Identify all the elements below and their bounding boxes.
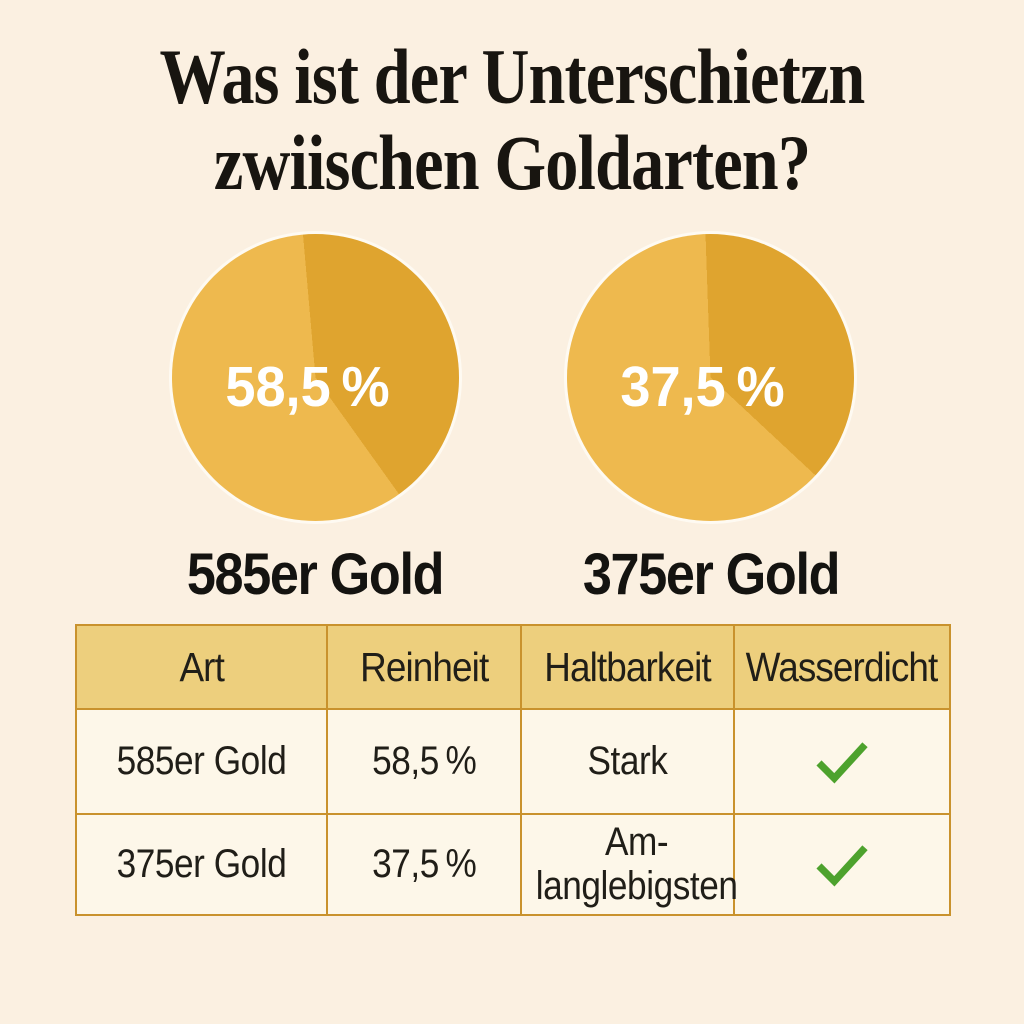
- pie-label-375er-gold: 375er Gold: [582, 542, 841, 607]
- pie-chart-585er-gold: 58,5 %: [172, 234, 459, 521]
- table-row-375er-gold: 375er Gold 37,5 % Am- langlebigsten: [75, 813, 951, 916]
- pie-center-value-585: 58,5 %: [225, 354, 390, 419]
- column-header-haltbarkeit: Haltbarkeit: [520, 624, 735, 710]
- cell-wasserdicht-585: [733, 708, 951, 815]
- gold-comparison-table: Art Reinheit Haltbarkeit Wasserdicht 585…: [75, 624, 951, 916]
- title-line-1: Was ist der Unterschietzn: [159, 33, 866, 120]
- column-header-reinheit: Reinheit: [326, 624, 522, 710]
- pie-center-value-375: 37,5 %: [620, 354, 785, 419]
- table-row-585er-gold: 585er Gold 58,5 % Stark: [75, 708, 951, 815]
- cell-haltbarkeit-585: Stark: [520, 708, 735, 815]
- cell-wasserdicht-375: [733, 813, 951, 916]
- checkmark-icon: [816, 742, 868, 784]
- pie-label-585er-gold: 585er Gold: [186, 542, 445, 607]
- checkmark-icon: [816, 845, 868, 887]
- cell-reinheit-375: 37,5 %: [326, 813, 522, 916]
- page-title: Was ist der Unterschietzn zwiischen Gold…: [77, 34, 947, 206]
- cell-reinheit-585: 58,5 %: [326, 708, 522, 815]
- column-header-art: Art: [75, 624, 328, 710]
- cell-haltbarkeit-375: Am- langlebigsten: [520, 813, 738, 916]
- cell-art-585: 585er Gold: [75, 708, 328, 815]
- pie-chart-375er-gold: 37,5 %: [567, 234, 854, 521]
- column-header-wasserdicht: Wasserdicht: [733, 624, 951, 710]
- title-line-2: zwiischen Goldarten?: [213, 118, 811, 206]
- table-header-row: Art Reinheit Haltbarkeit Wasserdicht: [75, 624, 951, 710]
- cell-art-375: 375er Gold: [75, 813, 328, 916]
